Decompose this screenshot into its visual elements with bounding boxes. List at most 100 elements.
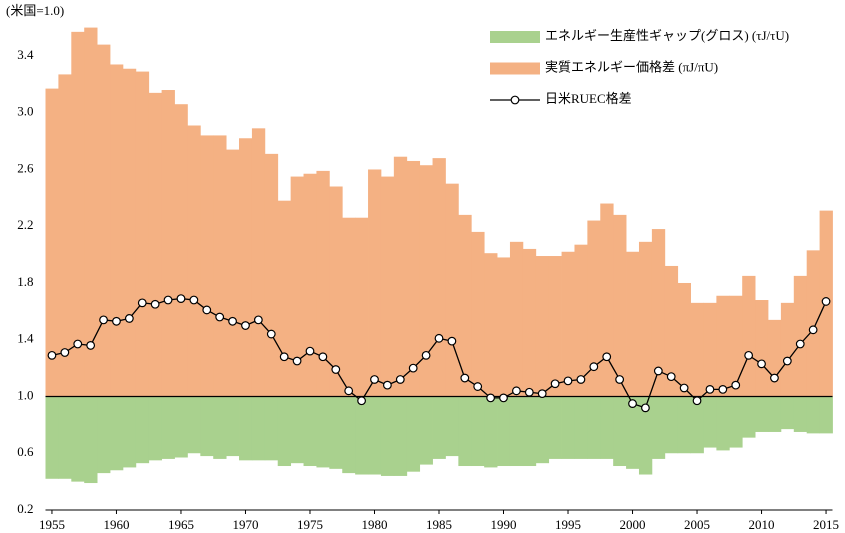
line-marker <box>112 316 121 326</box>
bar <box>432 396 446 459</box>
bar <box>303 396 317 467</box>
bar <box>110 64 124 397</box>
bar <box>406 396 421 472</box>
bar <box>316 170 330 397</box>
bar <box>458 214 472 397</box>
bar <box>277 396 292 467</box>
bar <box>767 396 782 432</box>
bar <box>729 396 743 448</box>
bar <box>148 92 163 397</box>
line-marker <box>821 297 831 306</box>
line-marker <box>73 339 83 349</box>
line-marker <box>718 384 728 394</box>
line-marker <box>189 295 199 305</box>
line-marker <box>421 350 431 360</box>
bar <box>58 396 72 479</box>
bar <box>45 396 59 479</box>
bar <box>613 396 627 467</box>
bar <box>380 396 395 476</box>
bar <box>187 396 201 454</box>
line-marker <box>499 393 508 403</box>
bar <box>755 396 769 432</box>
bar <box>329 396 343 469</box>
bar <box>587 396 601 459</box>
bar <box>742 396 756 438</box>
bar <box>122 68 137 397</box>
y-tick-label: 1.4 <box>17 331 34 346</box>
bar <box>251 396 266 461</box>
bar <box>187 125 201 397</box>
bar <box>690 396 704 454</box>
bar <box>419 396 433 465</box>
line-marker <box>795 339 805 349</box>
bar <box>380 176 395 397</box>
line-marker <box>344 386 354 396</box>
line-marker <box>770 373 779 383</box>
legend-label: エネルギー生産性ギャップ(グロス) (τJ/τU) <box>545 28 789 43</box>
bar <box>161 90 175 397</box>
bar <box>239 396 253 461</box>
bar <box>767 319 782 397</box>
line-marker <box>692 396 702 406</box>
bar <box>638 241 653 397</box>
bar <box>742 275 756 397</box>
x-tick-label: 2015 <box>813 517 839 532</box>
bar <box>316 396 330 468</box>
line-marker <box>653 366 663 376</box>
bar <box>497 396 511 467</box>
bar <box>406 160 421 397</box>
x-tick-label: 1995 <box>555 517 581 532</box>
bar <box>303 173 317 397</box>
bar <box>484 253 498 397</box>
bar <box>806 250 820 397</box>
bar <box>200 135 214 397</box>
bar <box>703 302 717 397</box>
line-marker <box>253 315 263 325</box>
x-tick-label: 1990 <box>491 517 517 532</box>
bar <box>368 169 382 397</box>
bar <box>342 217 356 397</box>
line-marker <box>163 295 173 305</box>
bar <box>755 300 769 397</box>
bar <box>226 149 240 397</box>
legend-swatch <box>490 31 540 43</box>
bar <box>600 203 614 397</box>
bar <box>793 275 808 397</box>
bar <box>535 256 550 397</box>
bar <box>638 396 653 475</box>
line-marker <box>524 387 534 397</box>
bar <box>71 396 85 482</box>
line-marker <box>357 396 366 406</box>
bar <box>84 396 98 484</box>
y-tick-label: 0.2 <box>17 501 33 516</box>
y-tick-label: 0.6 <box>17 444 34 459</box>
bar <box>806 396 820 434</box>
bar <box>110 396 124 471</box>
line-marker <box>550 379 560 389</box>
line-marker <box>744 350 754 360</box>
line-marker <box>641 403 650 413</box>
bar <box>664 265 679 397</box>
line-marker <box>782 356 792 366</box>
bar <box>484 396 498 468</box>
bar <box>200 396 214 457</box>
bar <box>729 295 743 397</box>
bar <box>213 135 227 397</box>
bar <box>329 186 343 397</box>
bar <box>626 396 640 469</box>
line-marker <box>576 375 586 384</box>
bar <box>97 396 111 474</box>
bar <box>277 200 292 397</box>
line-marker <box>228 316 237 326</box>
line-marker <box>395 375 405 384</box>
x-tick-label: 1985 <box>426 517 452 532</box>
line-marker <box>292 356 302 366</box>
bar <box>458 396 472 467</box>
bar <box>355 217 369 397</box>
y-tick-label: 3.4 <box>17 47 34 62</box>
legend-marker <box>510 95 520 105</box>
bar <box>419 165 433 397</box>
bar <box>213 396 227 459</box>
x-tick-label: 2005 <box>684 517 710 532</box>
bar <box>587 220 601 397</box>
